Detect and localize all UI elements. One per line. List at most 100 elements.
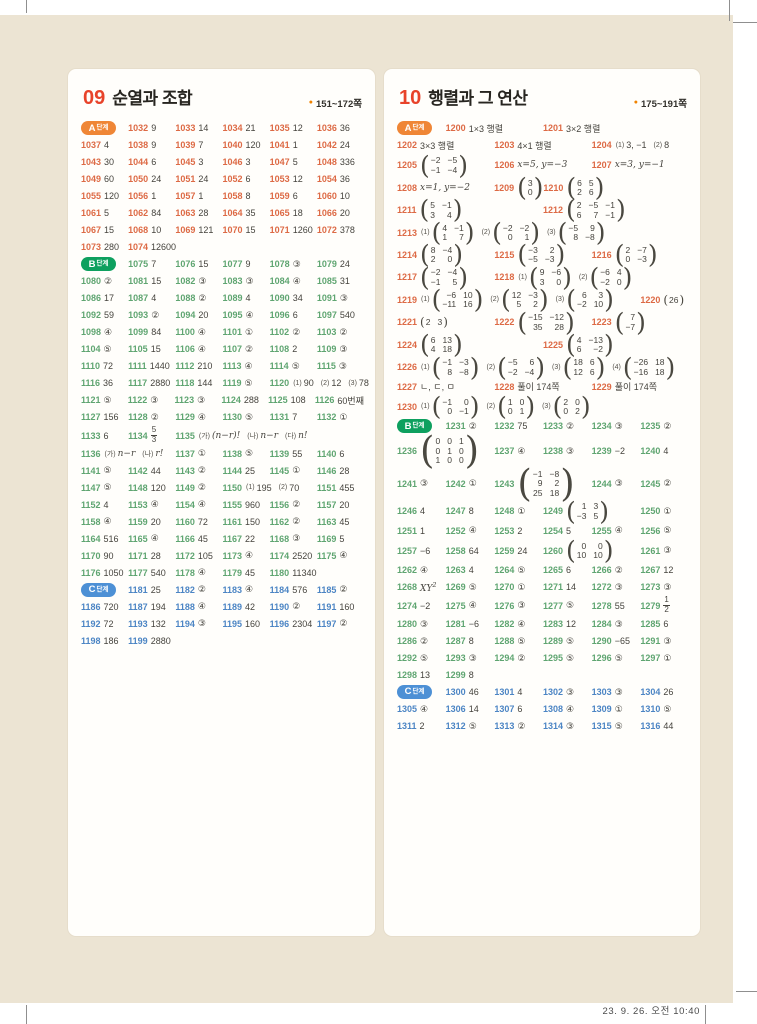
matrix-paren-left: ( xyxy=(420,262,430,292)
answer-value: r! xyxy=(155,448,164,459)
answer-row: 1205(−2 −5 −1 −4) 1206 x=5, y=−3 1207 x=3, y=−1 xyxy=(397,152,689,177)
problem-number: 1198 xyxy=(81,635,101,646)
matrix-grid: 2 −5 −1 6 7 −1 xyxy=(576,201,616,219)
matrix-entry: 3 xyxy=(437,317,443,327)
problem-number: 1057 xyxy=(175,191,196,202)
problem-number: 1039 xyxy=(175,140,196,151)
matrix-entry: 12 xyxy=(511,289,522,300)
problem-number: 1275 xyxy=(445,600,466,611)
problem-number: 1037 xyxy=(81,140,102,151)
problem-number: 1247 xyxy=(445,506,466,517)
answer-cell: 1178 ④ xyxy=(175,567,222,578)
answer-part-label: (2) xyxy=(578,273,588,281)
answer-cell: 1266 ② xyxy=(592,565,641,576)
matrix-entry: 0 xyxy=(598,540,603,551)
answer-value: 378 xyxy=(339,225,355,236)
matrix-paren-right: ) xyxy=(604,285,614,315)
problem-number: 1257 xyxy=(397,545,418,556)
problem-number: 1072 xyxy=(316,225,337,236)
matrix-entry: 3 xyxy=(527,177,533,188)
answer-cell: 1190 ② xyxy=(270,601,317,612)
matrix-entry: −3 xyxy=(528,289,538,300)
answer-row: 1147 ⑤ 1148 120 1149 ② 1150 (1) 195 (2) 70 1151 455 xyxy=(81,479,364,496)
answer-value: ③ xyxy=(614,618,623,629)
answer-cell: 1081 15 xyxy=(128,276,175,286)
problem-number: 1056 xyxy=(128,191,149,202)
answer-cell: 1246 4 xyxy=(397,506,446,516)
answer-value: −65 xyxy=(614,636,630,647)
answer-cell: 1307 6 xyxy=(494,704,543,714)
answer-value: 4 xyxy=(103,499,109,510)
matrix-paren-left: ( xyxy=(566,330,576,360)
matrix-entry: 10 xyxy=(576,550,587,561)
answer-value: 20 xyxy=(198,310,209,321)
problem-number: 1234 xyxy=(591,421,612,432)
answer-cell: 1252 ④ xyxy=(446,525,495,536)
answer-cell: 1050 24 xyxy=(128,174,175,184)
matrix-grid: 2 −7 0 −3 xyxy=(624,246,647,264)
answer-value: 2520 xyxy=(292,550,313,561)
answer-cell: 1090 34 xyxy=(270,293,317,303)
answer-row: 1176 1050 1177 540 1178 ④ 1179 45 1180 11340 xyxy=(81,564,364,581)
answer-cell: 1295 ⑤ xyxy=(543,653,592,664)
answer-value: ⑤ xyxy=(103,394,112,405)
answer-cell: 1093 ② xyxy=(128,310,175,321)
step-badge-letter: B xyxy=(88,258,96,270)
answer-value: ④ xyxy=(197,326,206,337)
answer-cell: 1072 378 xyxy=(317,225,364,235)
problem-number: 1222 xyxy=(494,317,515,328)
problem-number: 1103 xyxy=(316,327,337,338)
matrix-entry: −3 xyxy=(459,357,469,368)
problem-number: 1077 xyxy=(222,259,243,270)
answer-cell: 1146 28 xyxy=(317,466,364,476)
problem-number: 1290 xyxy=(591,636,612,647)
answer-matrix: (0 0 10 10) xyxy=(566,538,613,563)
answer-value: ⑤ xyxy=(103,465,112,476)
matrix-grid: −2 −5 −1 −4 xyxy=(430,156,458,174)
problem-number: 1063 xyxy=(175,208,196,219)
answer-value: ⑤ xyxy=(566,652,575,663)
problem-number: 1088 xyxy=(175,293,196,304)
problem-number: 1171 xyxy=(128,550,148,561)
answer-value: ⑤ xyxy=(517,635,526,646)
answer-cell: 1217(−2 −4 −1 5) xyxy=(397,262,494,292)
answer-cell: 1054 36 xyxy=(317,174,364,184)
answer-value: ③ xyxy=(245,275,254,286)
answer-value: 14 xyxy=(566,582,577,593)
problem-number: 1187 xyxy=(128,601,148,612)
matrix-entry: 3 xyxy=(430,209,436,220)
matrix-entry: 3 xyxy=(598,289,604,300)
answer-grid: A 단계 1200 1×3 행렬 1201 3×2 행렬 1202 3×3 행렬 1203 4×1… xyxy=(397,120,689,735)
answer-row: 1133 6 1134 5 3 1135 (가) (n−r)! (나) n−r (다) n! xyxy=(81,426,364,446)
answer-cell: 1068 10 xyxy=(128,225,175,235)
problem-number: 1073 xyxy=(81,242,102,253)
matrix-entry: 2 xyxy=(577,187,582,198)
matrix-entry: −11 xyxy=(442,299,457,310)
problem-number: 1159 xyxy=(128,516,148,527)
problem-number: 1053 xyxy=(269,174,290,185)
answer-part-label: (1) xyxy=(421,296,430,304)
problem-number: 1100 xyxy=(175,327,195,338)
answer-value: 108 xyxy=(290,395,306,406)
answer-value: ④ xyxy=(150,499,159,510)
problem-number: 1245 xyxy=(640,478,661,489)
answer-parts: (1)(−1 0 0 −1) (2)(1 0 0 1) (3)(2 0 0 2) xyxy=(420,394,591,419)
answer-row: 1055 120 1056 1 1057 1 1058 8 1059 6 1060 10 xyxy=(81,188,364,205)
matrix-entry: 35 xyxy=(533,321,543,332)
answer-value: 15 xyxy=(151,276,162,287)
problem-number: 1208 xyxy=(397,182,418,193)
problem-number: 1154 xyxy=(175,499,195,510)
answer-value: 15 xyxy=(104,225,115,236)
answer-row: 1262 ④ 1263 4 1264 ⑤ 1265 6 1266 ② 1267 12 xyxy=(397,562,689,579)
problem-number: 1195 xyxy=(222,618,243,629)
answer-value: ② xyxy=(292,601,301,612)
answer-cell: 1084 ④ xyxy=(270,276,317,287)
matrix-entry: 8 xyxy=(447,366,453,377)
answer-parts: (1) 195 (2) 70 xyxy=(245,483,299,493)
answer-value: ④ xyxy=(420,703,429,714)
matrix-entry: 10 xyxy=(463,289,473,300)
answer-row: B 단계 1075 7 1076 15 1077 9 1078 ③ 1079 24 xyxy=(81,256,364,273)
problem-number: 1232 xyxy=(494,421,515,432)
answer-value: 144 xyxy=(197,378,213,389)
matrix-entry: 18 xyxy=(442,344,452,355)
